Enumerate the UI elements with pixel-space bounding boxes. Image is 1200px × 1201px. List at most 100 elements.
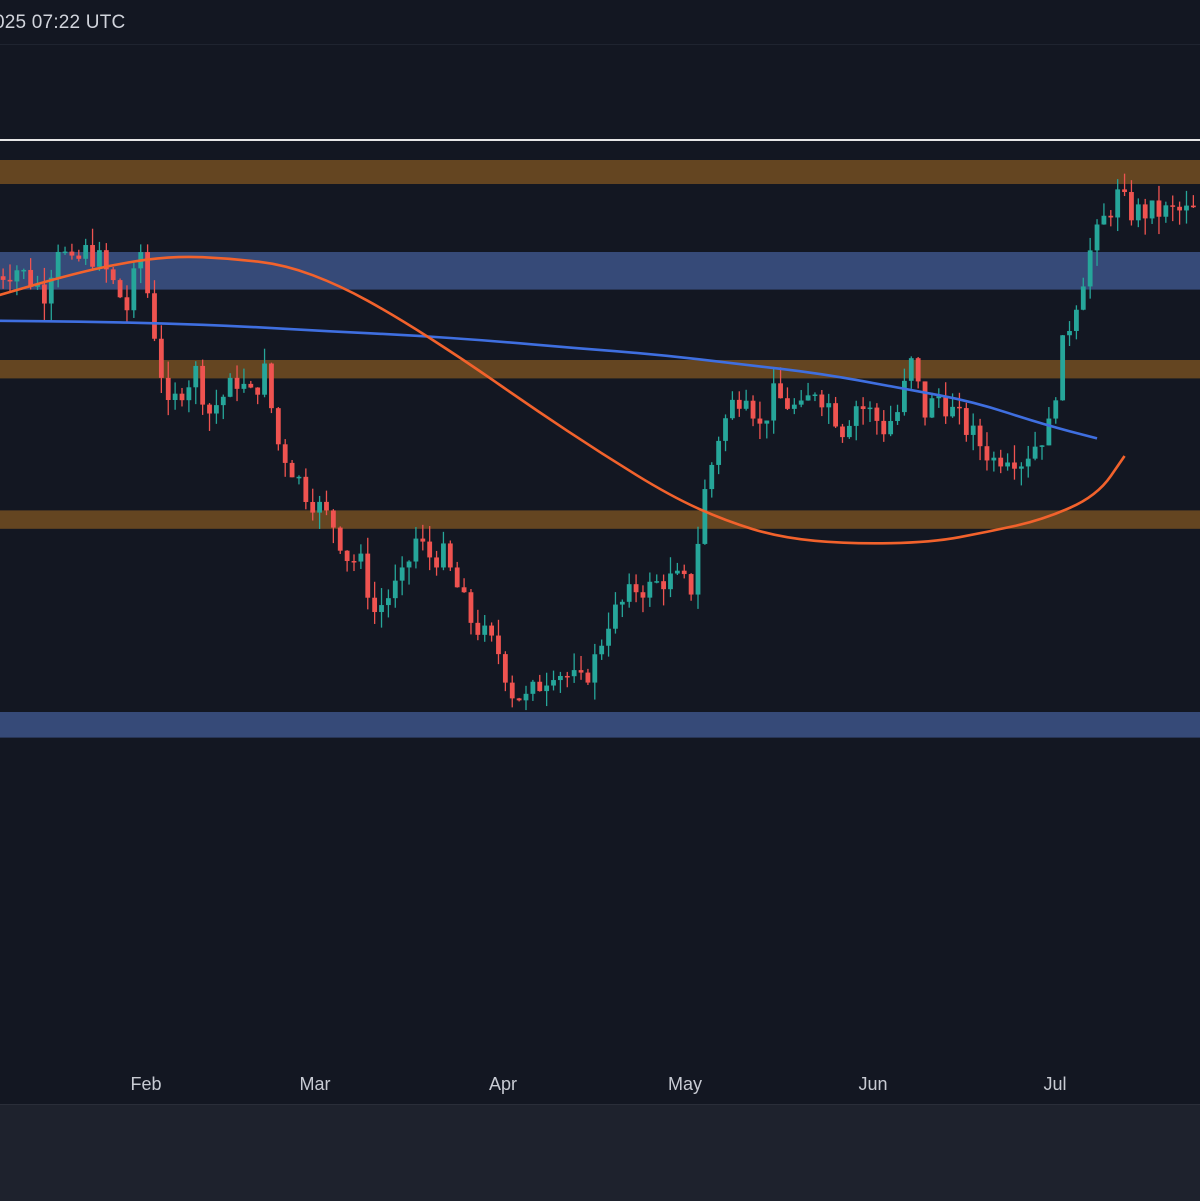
candle-body xyxy=(372,597,378,613)
candle-body xyxy=(1067,330,1072,336)
candle-body xyxy=(103,250,109,270)
candle-body xyxy=(640,592,646,598)
x-tick-label: Feb xyxy=(130,1074,161,1094)
candle-body xyxy=(750,400,756,419)
candle-body xyxy=(351,561,357,563)
candle-body xyxy=(984,446,990,461)
candle-body xyxy=(502,654,508,683)
candle-body xyxy=(330,510,336,528)
candle-body xyxy=(399,567,405,581)
candle-body xyxy=(145,252,150,294)
candle-body xyxy=(447,543,453,568)
candle-body xyxy=(1163,205,1169,217)
candle-body xyxy=(1087,250,1093,287)
candle-body xyxy=(564,675,570,678)
candle-body xyxy=(757,418,763,424)
candle-body xyxy=(688,574,694,595)
candle-body xyxy=(269,363,274,409)
candle-body xyxy=(592,654,598,683)
candle-body xyxy=(131,268,137,311)
price-chart[interactable]: Feb Mar Apr May Jun Jul xyxy=(0,45,1200,1102)
x-tick-label: May xyxy=(668,1074,702,1094)
candle-body xyxy=(365,553,371,598)
candle-body xyxy=(1177,206,1182,211)
candle-body xyxy=(888,421,894,435)
x-tick-label: Apr xyxy=(489,1074,517,1094)
candle-body xyxy=(764,420,770,424)
candle-body xyxy=(798,400,804,405)
candle-body xyxy=(193,365,199,388)
candle-body xyxy=(241,383,247,389)
candle-body xyxy=(227,377,233,397)
candle-body xyxy=(110,269,116,281)
candle-body xyxy=(805,395,811,401)
candle-body xyxy=(296,476,302,479)
candle-body xyxy=(846,425,852,438)
candle-body xyxy=(929,398,935,418)
candle-body xyxy=(695,543,701,595)
candle-body xyxy=(723,418,728,441)
candle-body xyxy=(454,567,460,588)
candle-body xyxy=(461,587,467,593)
candle-body xyxy=(544,685,550,692)
candle-body xyxy=(1135,204,1141,221)
candle-body xyxy=(1190,205,1196,208)
candle-body xyxy=(262,363,267,395)
candle-body xyxy=(668,573,673,590)
candle-body xyxy=(599,645,605,655)
candle-body xyxy=(1060,335,1066,401)
candle-body xyxy=(661,581,666,590)
candle-body xyxy=(771,383,777,421)
candle-body xyxy=(606,628,611,646)
candle-body xyxy=(317,501,322,513)
candle-body xyxy=(957,406,962,409)
candle-body xyxy=(1108,215,1114,218)
candle-body xyxy=(1018,466,1024,469)
ma-layer xyxy=(0,255,1126,545)
moving-average-2 xyxy=(0,255,1126,545)
candle-body xyxy=(21,269,27,272)
x-tick-label: Mar xyxy=(300,1074,331,1094)
candle-body xyxy=(172,393,178,401)
candle-body xyxy=(475,622,481,635)
candle-body xyxy=(853,406,859,426)
candle-body xyxy=(489,625,494,636)
candle-body xyxy=(860,406,866,410)
candle-body xyxy=(551,680,556,686)
candle-body xyxy=(970,425,976,435)
candle-body xyxy=(14,270,20,282)
candle-body xyxy=(881,420,887,435)
candle-body xyxy=(1184,205,1189,211)
candle-body xyxy=(778,383,783,399)
candle-body xyxy=(908,358,914,381)
candle-body xyxy=(117,280,123,298)
candle-body xyxy=(406,561,412,568)
candle-body xyxy=(1094,224,1100,251)
candle-body xyxy=(874,407,880,421)
candle-body xyxy=(516,698,522,701)
candle-body xyxy=(324,501,329,511)
candle-body xyxy=(1046,418,1052,446)
candle-body xyxy=(743,400,749,409)
candle-body xyxy=(165,377,171,401)
candle-body xyxy=(337,527,343,551)
candle-body xyxy=(275,408,281,445)
candle-body xyxy=(186,387,192,401)
candle-body xyxy=(716,440,722,465)
candle-body xyxy=(468,592,474,623)
candle-body xyxy=(977,425,983,447)
candle-body xyxy=(496,635,501,655)
candle-body xyxy=(523,693,529,701)
candle-body xyxy=(303,476,309,503)
candle-body xyxy=(558,675,563,681)
candle-body xyxy=(915,358,921,382)
candle-body xyxy=(55,251,61,278)
candle-body xyxy=(179,393,185,401)
candle-body xyxy=(255,387,261,395)
candle-body xyxy=(76,255,82,259)
candle-body xyxy=(358,553,364,562)
candle-body xyxy=(214,405,219,414)
x-tick-label: Jul xyxy=(1043,1074,1066,1094)
chart-footer xyxy=(0,1104,1200,1201)
chart-area[interactable]: Feb Mar Apr May Jun Jul xyxy=(0,45,1200,1102)
